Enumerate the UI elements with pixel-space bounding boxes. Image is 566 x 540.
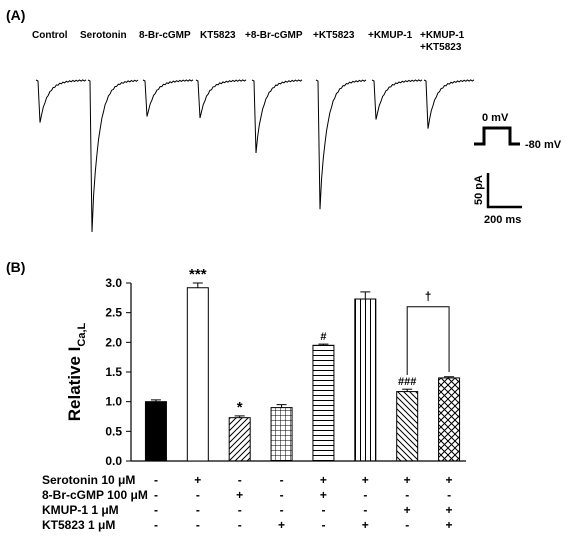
treatment-mark: + [278, 518, 285, 532]
treatment-mark: - [280, 488, 284, 502]
treatment-label: KT5823 1 μM [42, 518, 115, 532]
trace-label: +8-Br-cGMP [245, 30, 303, 41]
treatment-mark: + [446, 518, 453, 532]
trace-label: Serotonin [80, 30, 127, 41]
treatment-mark: - [238, 518, 242, 532]
trace-label: Control [32, 30, 68, 41]
significance-mark: *** [189, 266, 207, 283]
bar [438, 377, 461, 462]
panel-b-label: (B) [6, 259, 25, 275]
current-trace [195, 79, 247, 119]
treatment-mark: - [363, 488, 367, 502]
treatment-mark: - [238, 503, 242, 517]
y-axis-title: Relative ICa,L [65, 322, 88, 421]
treatment-mark: + [362, 518, 369, 532]
bar-chart: 0.00.51.01.52.02.53.0 ****####† [105, 266, 466, 468]
current-trace [423, 79, 475, 129]
current-trace [371, 79, 423, 120]
current-trace [35, 79, 87, 123]
treatment-mark: - [405, 518, 409, 532]
treatment-mark: + [320, 488, 327, 502]
trace-label: +KT5823 [313, 30, 355, 41]
significance-bracket [406, 306, 450, 375]
protocol-hold-label: -80 mV [525, 139, 562, 151]
y-axis-title-sub: Ca,L [76, 322, 88, 346]
treatment-mark: + [362, 473, 369, 487]
voltage-protocol: 0 mV -80 mV [474, 112, 562, 151]
current-traces: Control Serotonin 8-Br-cGMP KT5823 +8-Br-cGM… [32, 30, 475, 233]
scale-bar-y-label: 50 pA [473, 175, 485, 205]
bar [186, 287, 209, 462]
treatment-table: Serotonin 10 μM - + - - + + + +8-Br-cGMP 100 μM -… [42, 473, 453, 532]
treatment-mark: - [154, 473, 158, 487]
svg-text:Relative ICa,L: Relative ICa,L [65, 322, 88, 421]
scale-bar: 50 pA 200 ms [473, 173, 522, 226]
treatment-mark: - [196, 488, 200, 502]
treatment-mark: - [238, 473, 242, 487]
bracket-symbol: † [425, 290, 432, 304]
scale-bar-x-label: 200 ms [484, 214, 521, 226]
treatment-mark: + [236, 488, 243, 502]
trace-label: +KT5823 [420, 42, 462, 53]
trace-label: +KMUP-1 [368, 30, 413, 41]
treatment-mark: + [320, 473, 327, 487]
bar [270, 407, 293, 462]
panel-a-label: (A) [6, 7, 25, 23]
treatment-mark: - [363, 503, 367, 517]
treatment-mark: + [194, 473, 201, 487]
y-tick-label: 0.0 [105, 454, 122, 468]
treatment-mark: - [280, 473, 284, 487]
treatment-label: KMUP-1 1 μM [42, 503, 119, 517]
treatment-label: 8-Br-cGMP 100 μM [42, 488, 148, 502]
y-axis-title-main: Relative I [65, 347, 84, 422]
y-tick-label: 1.0 [105, 395, 122, 409]
treatment-mark: - [447, 488, 451, 502]
current-trace [251, 79, 303, 154]
treatment-mark: - [321, 503, 325, 517]
bar [312, 344, 335, 462]
trace-label: +KMUP-1 [420, 30, 465, 41]
treatment-mark: - [154, 488, 158, 502]
treatment-mark: + [404, 473, 411, 487]
significance-mark: ### [398, 376, 416, 388]
treatment-mark: - [405, 488, 409, 502]
significance-mark: # [320, 331, 326, 343]
treatment-mark: + [446, 503, 453, 517]
current-trace [142, 79, 194, 117]
treatment-mark: + [404, 503, 411, 517]
treatment-mark: - [196, 518, 200, 532]
y-tick-label: 2.0 [105, 335, 122, 349]
bar [396, 391, 419, 462]
significance-mark: * [237, 399, 243, 416]
y-tick-label: 2.5 [105, 306, 122, 320]
current-trace [87, 79, 139, 233]
treatment-mark: - [321, 518, 325, 532]
trace-label: KT5823 [200, 30, 236, 41]
treatment-mark: - [280, 503, 284, 517]
bar [144, 401, 167, 462]
protocol-step-label: 0 mV [482, 112, 509, 124]
treatment-mark: - [154, 518, 158, 532]
trace-label: 8-Br-cGMP [139, 30, 191, 41]
y-tick-label: 3.0 [105, 276, 122, 290]
current-trace [315, 79, 367, 210]
y-tick-label: 1.5 [105, 365, 122, 379]
bar [354, 298, 377, 462]
treatment-mark: + [446, 473, 453, 487]
treatment-label: Serotonin 10 μM [42, 473, 135, 487]
treatment-mark: - [196, 503, 200, 517]
bar [228, 417, 251, 462]
y-tick-label: 0.5 [105, 424, 122, 438]
treatment-mark: - [154, 503, 158, 517]
